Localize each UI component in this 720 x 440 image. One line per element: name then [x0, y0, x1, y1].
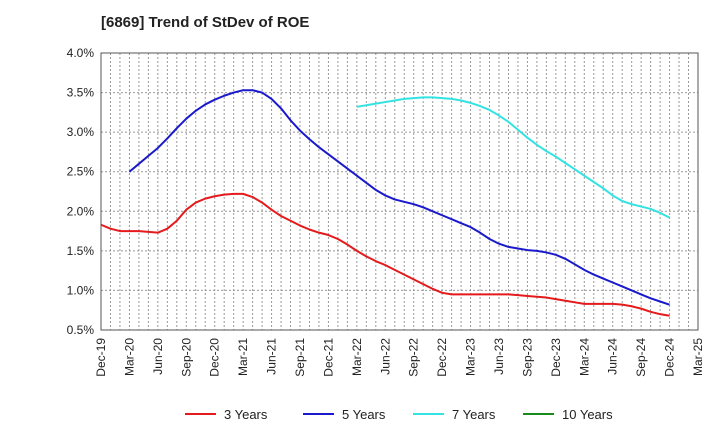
x-tick-label: Dec-24: [663, 338, 677, 377]
x-tick-label: Mar-23: [464, 338, 478, 376]
x-tick-label: Jun-22: [378, 338, 392, 375]
legend-label: 7 Years: [452, 407, 496, 422]
series-line-7-years: [356, 96, 671, 219]
y-tick-label: 0.5%: [67, 323, 95, 337]
y-tick-label: 1.5%: [67, 244, 95, 258]
x-tick-label: Sep-22: [407, 338, 421, 377]
x-tick-label: Dec-20: [208, 338, 222, 377]
x-tick-label: Dec-21: [321, 338, 335, 377]
x-tick-label: Jun-20: [151, 338, 165, 375]
x-tick-label: Mar-22: [350, 338, 364, 376]
x-tick-label: Jun-23: [492, 338, 506, 375]
legend: 3 Years 5 Years 7 Years 10 Years: [185, 407, 613, 422]
legend-label: 3 Years: [224, 407, 268, 422]
gridlines: [101, 53, 698, 330]
series-line-5-years: [128, 89, 670, 306]
y-tick-label: 2.0%: [67, 204, 95, 218]
x-tick-label: Mar-24: [577, 338, 591, 376]
x-tick-label: Sep-20: [179, 338, 193, 377]
y-tick-label: 3.5%: [67, 86, 95, 100]
y-tick-label: 2.5%: [67, 165, 95, 179]
chart-title: [6869] Trend of StDev of ROE: [101, 14, 310, 31]
plot-frame: [100, 52, 699, 331]
legend-label: 5 Years: [342, 407, 386, 422]
series-lines: [100, 89, 671, 317]
x-tick-label: Jun-21: [265, 338, 279, 375]
series-line-3-years: [100, 192, 670, 317]
x-tick-label: Mar-20: [122, 338, 136, 376]
x-tick-label: Jun-24: [606, 338, 620, 375]
x-tick-label: Sep-24: [634, 338, 648, 377]
y-tick-label: 1.0%: [67, 283, 95, 297]
x-tick-label: Dec-19: [94, 338, 108, 377]
y-tick-label: 3.0%: [67, 125, 95, 139]
x-tick-label: Mar-21: [236, 338, 250, 376]
axes: 0.5% 1.0% 1.5% 2.0% 2.5% 3.0% 3.5% 4.0% Dec-19 Ma…: [67, 46, 705, 377]
legend-label: 10 Years: [562, 407, 613, 422]
x-tick-label: Dec-23: [549, 338, 563, 377]
x-tick-label: Mar-25: [691, 338, 705, 376]
x-tick-label: Sep-21: [293, 338, 307, 377]
y-tick-label: 4.0%: [67, 46, 95, 60]
x-tick-label: Dec-22: [435, 338, 449, 377]
x-tick-label: Sep-23: [520, 338, 534, 377]
